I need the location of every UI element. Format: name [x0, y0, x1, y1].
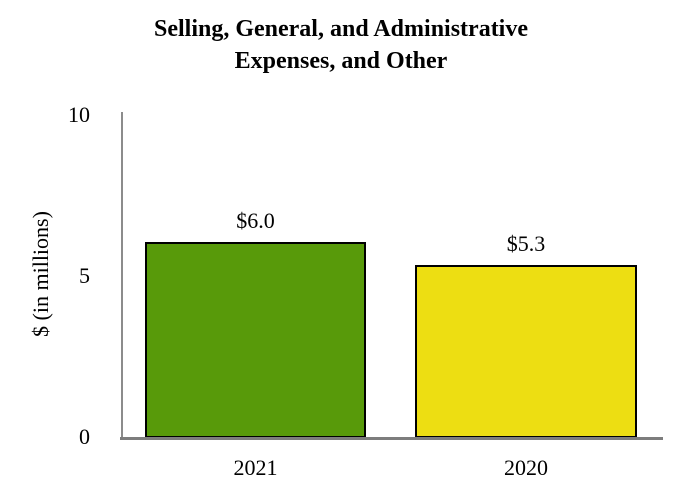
bar-value-label-2021: $6.0 — [236, 208, 275, 233]
chart-title-line-1: Selling, General, and Administrative — [153, 16, 528, 42]
y-axis-line — [121, 112, 123, 440]
y-tick-label-10: 10 — [68, 102, 90, 127]
x-axis-line — [120, 437, 663, 440]
x-category-label-2021: 2021 — [233, 455, 278, 480]
bar-2020 — [415, 265, 637, 438]
bar-2021 — [145, 242, 366, 438]
chart-title: Selling, General, and Administrative Exp… — [0, 13, 682, 77]
chart-title-line-2: Expenses, and Other — [234, 48, 448, 74]
y-tick-label-5: 5 — [79, 263, 90, 288]
bar-group-2020: $5.3 — [415, 231, 637, 438]
bar-value-label-2020: $5.3 — [506, 231, 546, 256]
bar-group-2021: $6.0 — [145, 208, 366, 438]
y-tick-label-0: 0 — [79, 424, 90, 449]
x-category-label-2020: 2020 — [504, 455, 548, 480]
